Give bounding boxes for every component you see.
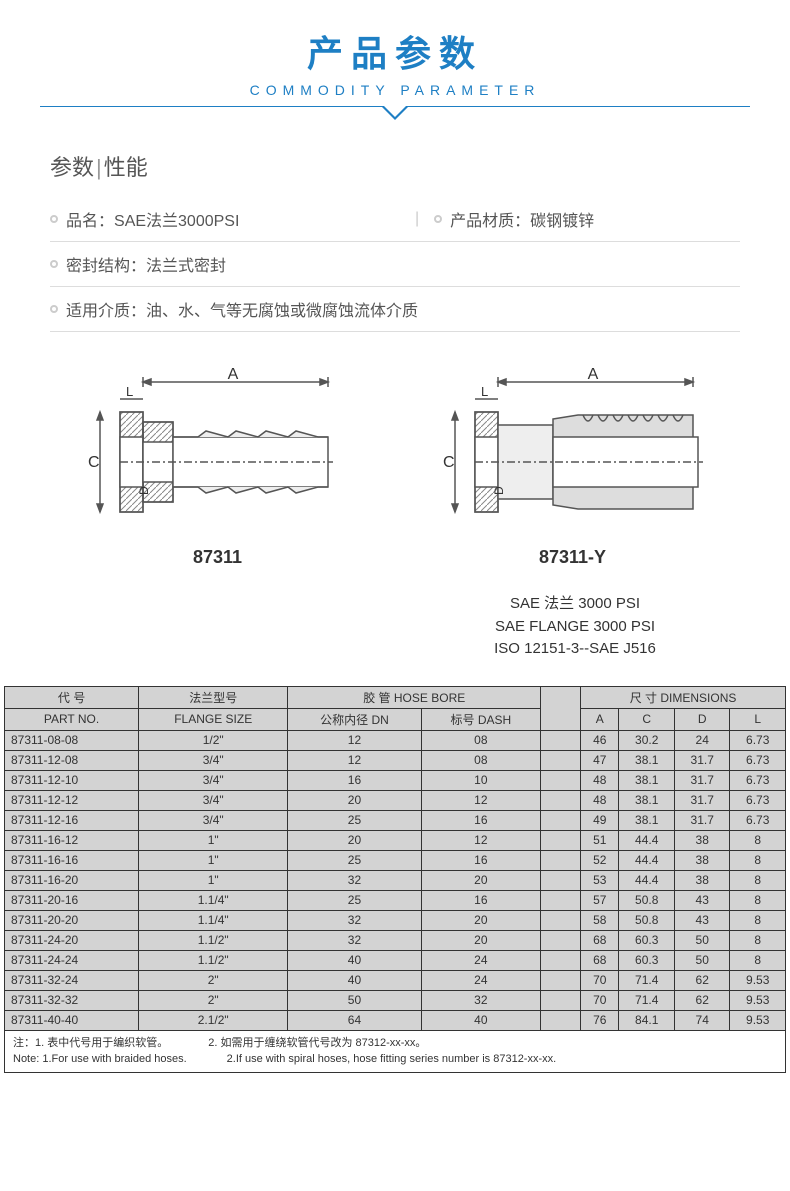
bullet-icon [50, 215, 58, 223]
spec-table: 代 号 法兰型号 胶 管 HOSE BORE 尺 寸 DIMENSIONS PA… [4, 686, 786, 1031]
title-en: COMMODITY PARAMETER [0, 82, 790, 98]
th-flange-cn: 法兰型号 [139, 686, 288, 708]
th-dn: 公称内径 DN [288, 708, 421, 730]
table-row: 87311-16-161"25165244.4388 [5, 850, 786, 870]
svg-text:L: L [126, 384, 133, 399]
svg-text:D: D [137, 486, 151, 495]
diagram-svg-right: A L C [433, 367, 713, 527]
title-right: 性能 [104, 155, 148, 180]
diagram-svg-left: A L C [78, 367, 358, 527]
svg-text:C: C [443, 454, 455, 471]
table-row: 87311-32-322"50327071.4629.53 [5, 990, 786, 1010]
bullet-icon [434, 215, 442, 223]
footnote-en2: 2.If use with spiral hoses, hose fitting… [227, 1051, 557, 1068]
param-label: 适用介质： [66, 297, 146, 321]
svg-text:A: A [227, 367, 238, 383]
table-row: 87311-12-083/4"12084738.131.76.73 [5, 750, 786, 770]
footnote-cn1: 注：1. 表中代号用于编织软管。 [13, 1035, 168, 1052]
svg-text:A: A [587, 367, 598, 383]
footnote-cn2: 2. 如需用于缠绕软管代号改为 87312-xx-xx。 [208, 1035, 426, 1052]
table-row: 87311-32-242"40247071.4629.53 [5, 970, 786, 990]
th-dash: 标号 DASH [421, 708, 541, 730]
title-left: 参数 [50, 155, 94, 180]
th-dim: 尺 寸 DIMENSIONS [581, 686, 786, 708]
diagram-right: A L C [395, 367, 750, 568]
param-label: 品名： [66, 207, 114, 231]
svg-text:L: L [481, 384, 488, 399]
table-row: 87311-20-161.1/4"25165750.8438 [5, 890, 786, 910]
th-part-cn: 代 号 [5, 686, 139, 708]
table-row: 87311-16-121"20125144.4388 [5, 830, 786, 850]
th-d: D [674, 708, 730, 730]
th-flange-en: FLANGE SIZE [139, 708, 288, 730]
table-row: 87311-12-163/4"25164938.131.76.73 [5, 810, 786, 830]
svg-text:D: D [492, 486, 506, 495]
spec-line: ISO 12151-3--SAE J516 [360, 638, 790, 661]
param-value: 碳钢镀锌 [530, 207, 594, 231]
diagram-label: 87311-Y [395, 547, 750, 568]
spec-line: SAE FLANGE 3000 PSI [360, 616, 790, 639]
diagram-left: A L C [40, 367, 395, 568]
table-row: 87311-08-081/2"12084630.2246.73 [5, 730, 786, 750]
th-a: A [581, 708, 619, 730]
footnote: 注：1. 表中代号用于编织软管。 2. 如需用于缠绕软管代号改为 87312-x… [4, 1031, 786, 1073]
param-value: 油、水、气等无腐蚀或微腐蚀流体介质 [146, 297, 418, 321]
table-row: 87311-20-201.1/4"32205850.8438 [5, 910, 786, 930]
th-part-en: PART NO. [5, 708, 139, 730]
param-label: 产品材质： [450, 207, 530, 231]
bullet-icon [50, 305, 58, 313]
arrow-icon [381, 106, 409, 120]
param-row: 适用介质： 油、水、气等无腐蚀或微腐蚀流体介质 [50, 287, 740, 332]
section-title: 参数|性能 [50, 150, 740, 182]
param-value: 法兰式密封 [146, 252, 226, 276]
table-row: 87311-16-201"32205344.4388 [5, 870, 786, 890]
table-row: 87311-24-201.1/2"32206860.3508 [5, 930, 786, 950]
footnote-en1: Note: 1.For use with braided hoses. [13, 1051, 187, 1068]
spec-text: SAE 法兰 3000 PSI SAE FLANGE 3000 PSI ISO … [0, 578, 790, 686]
diagram-section: A L C [0, 342, 790, 578]
title-cn: 产品参数 [0, 25, 790, 77]
th-l: L [730, 708, 786, 730]
bullet-icon [50, 260, 58, 268]
th-c: C [619, 708, 675, 730]
table-row: 87311-12-103/4"16104838.131.76.73 [5, 770, 786, 790]
header: 产品参数 COMMODITY PARAMETER [0, 0, 790, 135]
param-row: 密封结构： 法兰式密封 [50, 242, 740, 287]
param-value: SAE法兰3000PSI [114, 207, 239, 231]
table-row: 87311-40-402.1/2"64407684.1749.53 [5, 1010, 786, 1030]
param-row: 品名： SAE法兰3000PSI | 产品材质： 碳钢镀锌 [50, 197, 740, 242]
svg-text:C: C [88, 454, 100, 471]
table-row: 87311-12-123/4"20124838.131.76.73 [5, 790, 786, 810]
params-section: 参数|性能 品名： SAE法兰3000PSI | 产品材质： 碳钢镀锌 密封结构… [0, 135, 790, 342]
param-label: 密封结构： [66, 252, 146, 276]
diagram-label: 87311 [40, 547, 395, 568]
th-hose: 胶 管 HOSE BORE [288, 686, 541, 708]
table-row: 87311-24-241.1/2"40246860.3508 [5, 950, 786, 970]
spec-line: SAE 法兰 3000 PSI [360, 593, 790, 616]
